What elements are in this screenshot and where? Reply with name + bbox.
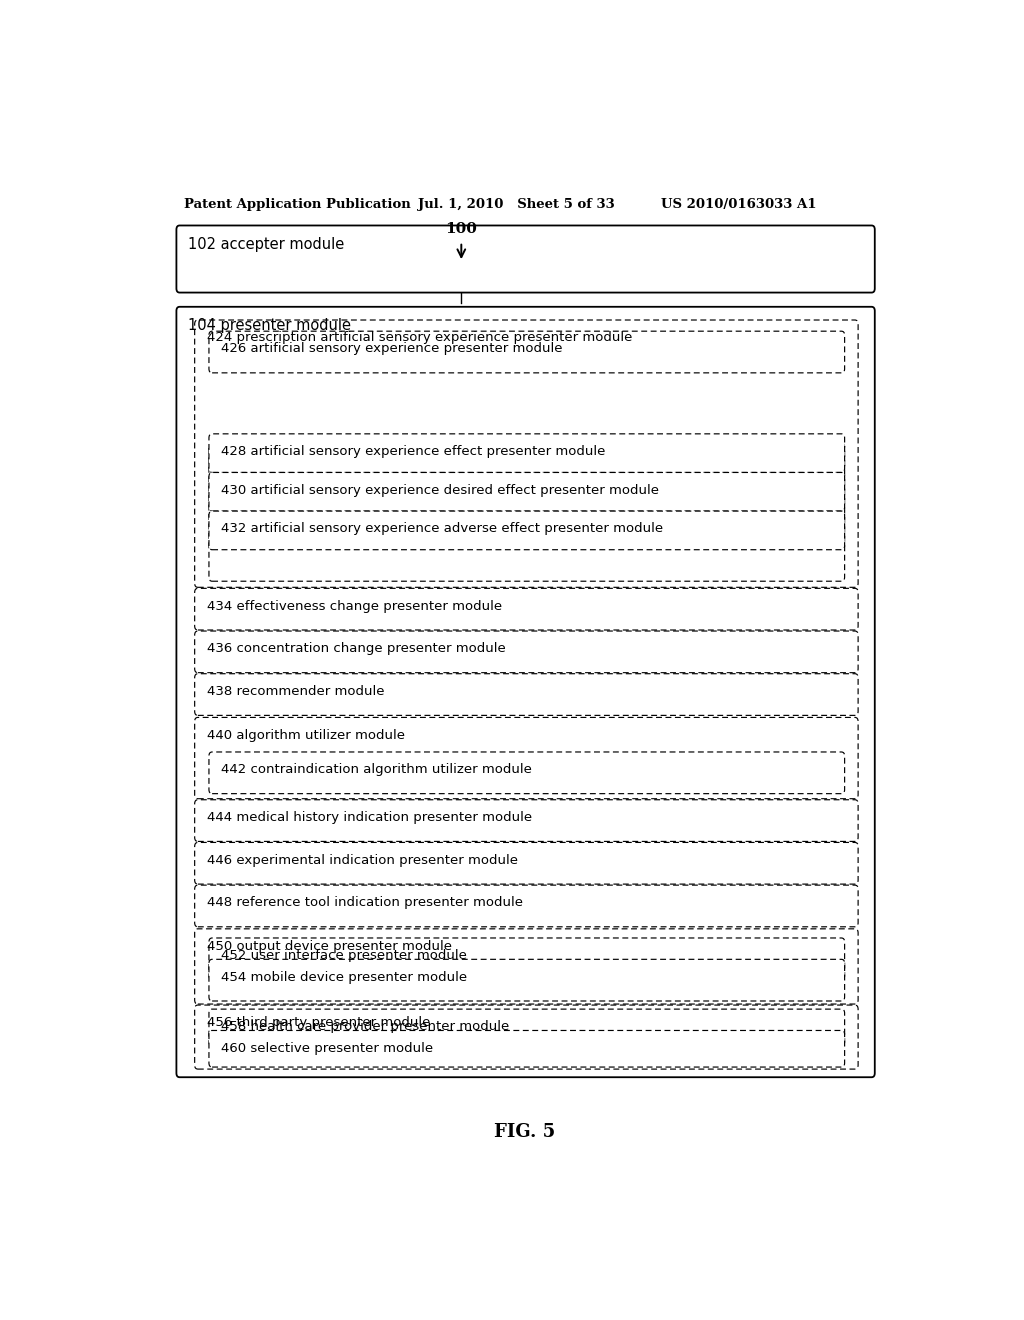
Text: 426 artificial sensory experience presenter module: 426 artificial sensory experience presen…: [221, 342, 562, 355]
FancyBboxPatch shape: [195, 842, 858, 884]
FancyBboxPatch shape: [195, 800, 858, 841]
FancyBboxPatch shape: [176, 306, 874, 1077]
Text: FIG. 5: FIG. 5: [495, 1123, 555, 1140]
Text: 454 mobile device presenter module: 454 mobile device presenter module: [221, 970, 467, 983]
Text: 446 experimental indication presenter module: 446 experimental indication presenter mo…: [207, 854, 517, 867]
FancyBboxPatch shape: [195, 589, 858, 630]
FancyBboxPatch shape: [195, 886, 858, 927]
FancyBboxPatch shape: [209, 960, 845, 1001]
FancyBboxPatch shape: [209, 1008, 845, 1045]
Text: 436 concentration change presenter module: 436 concentration change presenter modul…: [207, 643, 505, 655]
Text: 460 selective presenter module: 460 selective presenter module: [221, 1041, 433, 1055]
FancyBboxPatch shape: [209, 752, 845, 793]
Text: Jul. 1, 2010   Sheet 5 of 33: Jul. 1, 2010 Sheet 5 of 33: [418, 198, 614, 211]
FancyBboxPatch shape: [209, 331, 845, 372]
Text: 440 algorithm utilizer module: 440 algorithm utilizer module: [207, 729, 404, 742]
FancyBboxPatch shape: [209, 1031, 845, 1067]
Text: 434 effectiveness change presenter module: 434 effectiveness change presenter modul…: [207, 599, 502, 612]
Text: 100: 100: [445, 222, 477, 236]
FancyBboxPatch shape: [195, 319, 858, 587]
Text: Patent Application Publication: Patent Application Publication: [183, 198, 411, 211]
FancyBboxPatch shape: [176, 226, 874, 293]
Text: 104 presenter module: 104 presenter module: [188, 318, 351, 333]
FancyBboxPatch shape: [195, 631, 858, 673]
Text: 424 prescription artificial sensory experience presenter module: 424 prescription artificial sensory expe…: [207, 331, 632, 345]
Text: 458 health care provider presenter module: 458 health care provider presenter modul…: [221, 1020, 509, 1034]
FancyBboxPatch shape: [195, 929, 858, 1005]
Text: 444 medical history indication presenter module: 444 medical history indication presenter…: [207, 810, 531, 824]
Text: 430 artificial sensory experience desired effect presenter module: 430 artificial sensory experience desire…: [221, 483, 658, 496]
FancyBboxPatch shape: [209, 473, 845, 511]
Text: 456 third party presenter module: 456 third party presenter module: [207, 1016, 430, 1030]
FancyBboxPatch shape: [195, 1005, 858, 1069]
FancyBboxPatch shape: [195, 718, 858, 799]
Text: US 2010/0163033 A1: US 2010/0163033 A1: [662, 198, 817, 211]
Text: 450 output device presenter module: 450 output device presenter module: [207, 940, 452, 953]
Text: 102 accepter module: 102 accepter module: [188, 236, 344, 252]
Text: 452 user interface presenter module: 452 user interface presenter module: [221, 949, 467, 962]
Text: 448 reference tool indication presenter module: 448 reference tool indication presenter …: [207, 896, 522, 909]
Text: 428 artificial sensory experience effect presenter module: 428 artificial sensory experience effect…: [221, 445, 605, 458]
Text: 438 recommender module: 438 recommender module: [207, 685, 384, 698]
Text: 442 contraindication algorithm utilizer module: 442 contraindication algorithm utilizer …: [221, 763, 531, 776]
FancyBboxPatch shape: [209, 511, 845, 549]
FancyBboxPatch shape: [209, 444, 845, 581]
FancyBboxPatch shape: [209, 434, 845, 473]
Text: 432 artificial sensory experience adverse effect presenter module: 432 artificial sensory experience advers…: [221, 523, 663, 536]
FancyBboxPatch shape: [209, 939, 845, 979]
FancyBboxPatch shape: [195, 673, 858, 715]
